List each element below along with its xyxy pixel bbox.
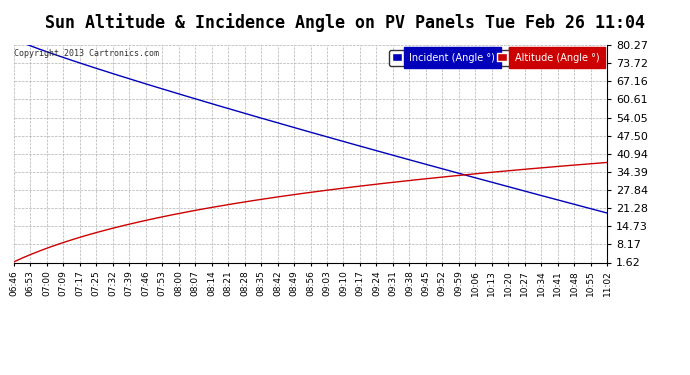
Text: Sun Altitude & Incidence Angle on PV Panels Tue Feb 26 11:04: Sun Altitude & Incidence Angle on PV Pan… [45, 13, 645, 32]
Text: Copyright 2013 Cartronics.com: Copyright 2013 Cartronics.com [14, 50, 159, 58]
Legend: Incident (Angle °), Altitude (Angle °): Incident (Angle °), Altitude (Angle °) [389, 50, 602, 66]
